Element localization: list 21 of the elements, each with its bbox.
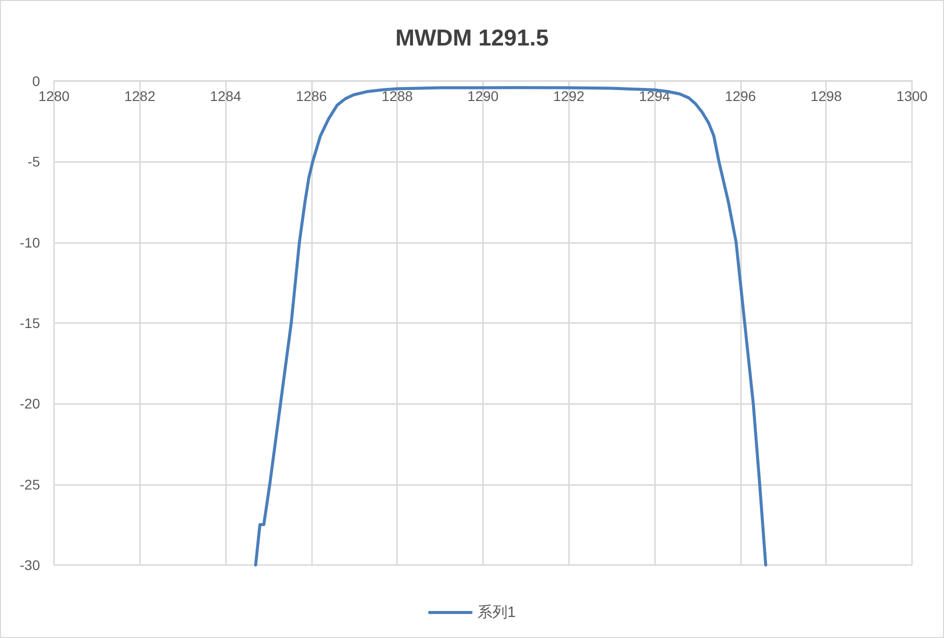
- legend-label: 系列1: [477, 604, 516, 621]
- x-tick-label: 1288: [382, 88, 413, 104]
- chart-title: MWDM 1291.5: [395, 24, 549, 50]
- line-series: [254, 86, 768, 566]
- y-tick-label: -5: [28, 154, 40, 170]
- x-tick-label: 1286: [296, 88, 328, 104]
- x-tick-label: 1290: [467, 88, 499, 104]
- x-tick-label: 1300: [896, 88, 928, 104]
- y-tick-label: -30: [20, 557, 40, 573]
- x-tick-label: 1296: [724, 88, 756, 104]
- y-tick-label: -25: [20, 476, 40, 492]
- y-tick-label: -15: [20, 315, 40, 331]
- x-tick-label: 1294: [639, 88, 670, 104]
- x-tick-label: 1282: [124, 88, 156, 104]
- x-tick-label: 1292: [553, 88, 585, 104]
- y-tick-label: -10: [20, 234, 40, 250]
- y-tick-label: -20: [20, 396, 40, 412]
- y-tick-label: 0: [32, 73, 40, 89]
- x-tick-label: 1298: [810, 88, 842, 104]
- x-tick-label: 1284: [210, 88, 242, 104]
- x-tick-label: 1280: [38, 88, 70, 104]
